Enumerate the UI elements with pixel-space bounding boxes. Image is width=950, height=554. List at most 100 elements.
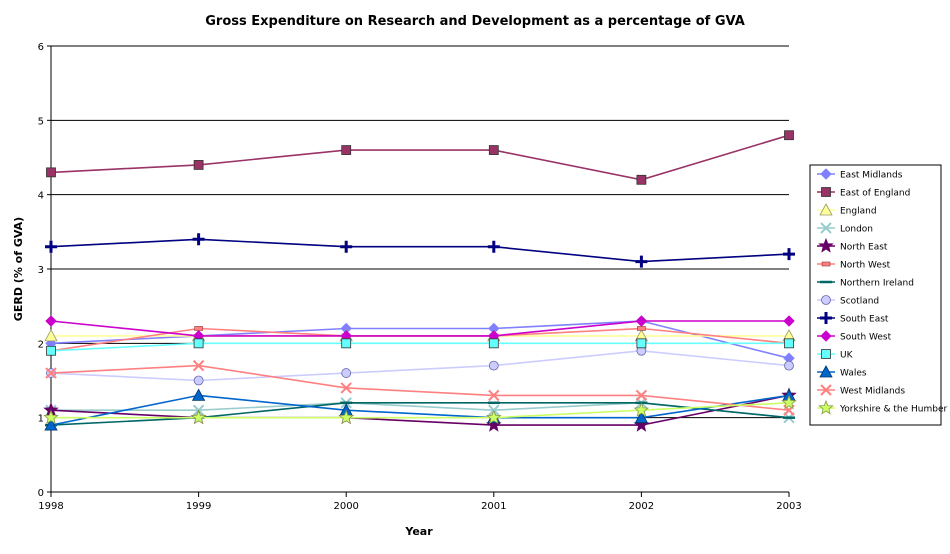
series-northern-ireland (45, 401, 795, 427)
legend-label: Wales (840, 369, 867, 379)
data-point-scotland (488, 360, 499, 371)
data-point-north-west (194, 326, 203, 331)
legend-marker (818, 237, 834, 253)
data-point-east-of-england (488, 145, 499, 155)
y-tick-label: 6 (38, 42, 44, 53)
data-point-uk (488, 338, 499, 349)
legend-marker (818, 399, 834, 415)
data-point-south-west (783, 315, 795, 327)
legend-item-north-west: North West (817, 261, 891, 271)
series-line-south-west (50, 320, 789, 337)
data-point-east-of-england (341, 145, 352, 155)
data-point-south-east (487, 240, 500, 253)
x-tick-label: 2003 (776, 501, 801, 512)
data-point-wales (634, 410, 649, 424)
x-tick-label: 1999 (186, 501, 211, 512)
y-tick-label: 2 (38, 339, 44, 350)
x-axis-label: Year (404, 525, 433, 538)
series-line-east-midlands (50, 320, 790, 359)
series-line-scotland (50, 349, 790, 382)
legend-label: London (840, 225, 873, 235)
legend-item-london: London (817, 222, 873, 235)
legend-item-scotland: Scotland (817, 295, 879, 307)
series-west-midlands (45, 359, 795, 416)
data-point-yorkshire-and-the-humber (338, 409, 354, 425)
data-point-scotland (193, 375, 204, 386)
data-point-south-east (340, 240, 353, 253)
data-point-uk (784, 338, 794, 349)
series-south-east (45, 233, 795, 268)
series-line-northern-ireland (50, 401, 790, 426)
legend-marker (821, 187, 831, 197)
data-point-north-west (637, 326, 646, 331)
series-east-midlands (45, 315, 795, 364)
legend-item-north-east: North East (817, 237, 888, 253)
data-point-south-west (635, 315, 648, 327)
legend-marker (819, 365, 833, 378)
series-scotland (46, 345, 794, 386)
legend-label: East Midlands (840, 171, 903, 181)
series-line-yorkshire-and-the-humber (51, 402, 790, 419)
series-south-west (45, 315, 795, 342)
legend-label: East of England (840, 189, 910, 199)
x-tick-label: 1998 (38, 501, 63, 512)
data-point-scotland (341, 368, 352, 378)
data-point-wales (44, 418, 58, 431)
data-point-uk (636, 338, 647, 349)
x-tick-label: 2000 (333, 501, 358, 512)
legend-label: North East (840, 243, 888, 253)
legend-item-wales: Wales (817, 365, 867, 379)
data-point-yorkshire-and-the-humber (633, 402, 650, 417)
data-point-england (44, 329, 58, 342)
series-uk (46, 338, 794, 356)
data-point-west-midlands (488, 389, 500, 402)
y-tick-label: 1 (38, 414, 44, 425)
legend-item-south-west: South West (817, 330, 892, 343)
legend-marker (820, 384, 832, 396)
series-line-south-east (50, 238, 790, 263)
legend-item-east-of-england: East of England (817, 187, 910, 199)
y-tick-label: 0 (38, 488, 44, 499)
legend-label: Yorkshire & the Humber (839, 405, 948, 415)
data-point-wales (191, 388, 206, 401)
x-tick-label: 2002 (629, 501, 654, 512)
data-point-east-of-england (784, 130, 794, 141)
y-tick-label: 4 (38, 191, 44, 202)
y-tick-label: 3 (38, 265, 44, 276)
data-point-south-east (635, 255, 648, 268)
legend-item-west-midlands: West Midlands (817, 384, 905, 397)
axes: 0 1 2 3 4 5 6 1998 1999 2000 2001 2002 2003 (38, 42, 802, 512)
data-point-east-of-england (46, 167, 56, 178)
data-point-scotland (784, 360, 794, 371)
legend-marker (820, 312, 832, 324)
data-point-south-east (192, 233, 205, 246)
legend-label: England (840, 207, 877, 217)
data-point-yorkshire-and-the-humber (781, 394, 797, 410)
legend-item-south-east: South East (817, 312, 889, 325)
series-yorkshire-and-the-humber (43, 394, 797, 425)
series-line-north-east (50, 394, 790, 426)
data-point-uk (341, 338, 352, 349)
legend-label: UK (840, 351, 854, 361)
data-point-south-east (45, 240, 57, 253)
legend: East Midlands East of England England Londo… (809, 164, 948, 426)
data-point-south-west (45, 315, 57, 327)
chart-title: Gross Expenditure on Research and Develo… (205, 14, 745, 29)
legend-label: West Midlands (840, 387, 905, 397)
data-point-yorkshire-and-the-humber (190, 409, 207, 425)
x-tick-label: 2001 (481, 501, 506, 512)
legend-marker (819, 203, 833, 216)
legend-label: North West (840, 261, 891, 271)
data-point-uk (193, 338, 204, 349)
series-line-east-of-england (50, 134, 790, 181)
series-line-west-midlands (50, 364, 790, 411)
legend-marker (820, 330, 832, 342)
series-line-wales (50, 394, 790, 426)
data-point-yorkshire-and-the-humber (43, 409, 59, 425)
legend-label: South West (840, 333, 892, 343)
data-point-uk (46, 345, 56, 356)
legend-item-england: England (817, 203, 877, 217)
legend-marker (820, 168, 832, 180)
